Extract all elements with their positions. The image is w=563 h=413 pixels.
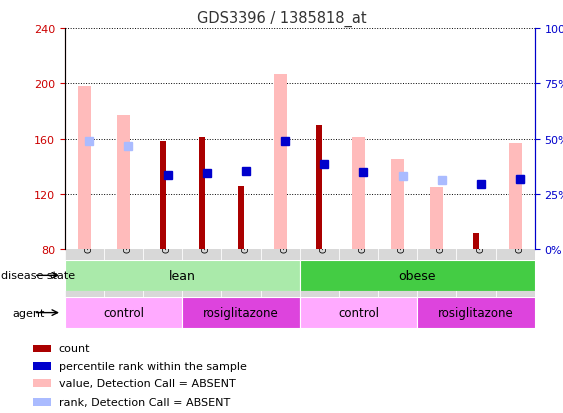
- Text: obese: obese: [399, 269, 436, 282]
- Bar: [65, 260, 300, 291]
- Bar: [300, 248, 339, 304]
- Bar: [221, 29, 261, 250]
- Text: GSM172979: GSM172979: [84, 197, 93, 252]
- Bar: [378, 29, 417, 250]
- Bar: [457, 29, 495, 250]
- Bar: [495, 29, 535, 250]
- Bar: [300, 29, 339, 250]
- Bar: [300, 297, 417, 328]
- Text: control: control: [103, 306, 144, 319]
- Bar: [457, 248, 495, 304]
- Bar: [509, 144, 522, 250]
- Bar: [473, 233, 479, 250]
- Text: GDS3396 / 1385818_at: GDS3396 / 1385818_at: [196, 10, 367, 26]
- Text: GSM172990: GSM172990: [397, 197, 406, 252]
- Bar: [33, 398, 51, 406]
- Bar: [104, 29, 143, 250]
- Bar: [352, 138, 365, 250]
- Text: rosiglitazone: rosiglitazone: [438, 306, 514, 319]
- Text: GSM172983: GSM172983: [241, 197, 250, 252]
- Bar: [300, 260, 535, 291]
- Bar: [316, 126, 323, 250]
- Bar: [182, 29, 221, 250]
- Bar: [104, 248, 143, 304]
- Text: GSM172980: GSM172980: [123, 197, 132, 252]
- Bar: [182, 297, 300, 328]
- Text: GSM172985: GSM172985: [437, 197, 446, 252]
- Bar: [143, 29, 182, 250]
- Bar: [378, 248, 417, 304]
- Bar: [221, 248, 261, 304]
- Bar: [160, 142, 166, 250]
- Bar: [391, 160, 404, 250]
- Text: GSM172984: GSM172984: [280, 198, 289, 252]
- Text: rank, Detection Call = ABSENT: rank, Detection Call = ABSENT: [59, 397, 230, 407]
- Bar: [274, 74, 287, 250]
- Bar: [495, 248, 535, 304]
- Bar: [117, 116, 130, 250]
- Bar: [417, 297, 535, 328]
- Bar: [261, 29, 300, 250]
- Bar: [33, 379, 51, 387]
- Bar: [339, 29, 378, 250]
- Text: agent: agent: [12, 308, 45, 318]
- Text: lean: lean: [169, 269, 196, 282]
- Text: GSM172988: GSM172988: [515, 197, 524, 252]
- Text: GSM172981: GSM172981: [163, 197, 172, 252]
- Bar: [65, 29, 104, 250]
- Text: disease state: disease state: [1, 271, 75, 281]
- Bar: [339, 248, 378, 304]
- Bar: [182, 248, 221, 304]
- Bar: [143, 248, 182, 304]
- Bar: [78, 87, 91, 250]
- Text: count: count: [59, 344, 90, 354]
- Bar: [199, 138, 205, 250]
- Bar: [417, 248, 457, 304]
- Text: value, Detection Call = ABSENT: value, Detection Call = ABSENT: [59, 378, 235, 388]
- Text: GSM172982: GSM172982: [202, 198, 211, 252]
- Text: GSM172989: GSM172989: [359, 197, 368, 252]
- Bar: [65, 248, 104, 304]
- Text: control: control: [338, 306, 379, 319]
- Bar: [65, 297, 182, 328]
- Text: GSM172987: GSM172987: [319, 197, 328, 252]
- Bar: [238, 186, 244, 250]
- Bar: [261, 248, 300, 304]
- Text: rosiglitazone: rosiglitazone: [203, 306, 279, 319]
- Bar: [430, 188, 444, 250]
- Text: percentile rank within the sample: percentile rank within the sample: [59, 361, 247, 371]
- Bar: [33, 362, 51, 370]
- Text: GSM172986: GSM172986: [476, 197, 485, 252]
- Bar: [33, 345, 51, 353]
- Bar: [417, 29, 457, 250]
